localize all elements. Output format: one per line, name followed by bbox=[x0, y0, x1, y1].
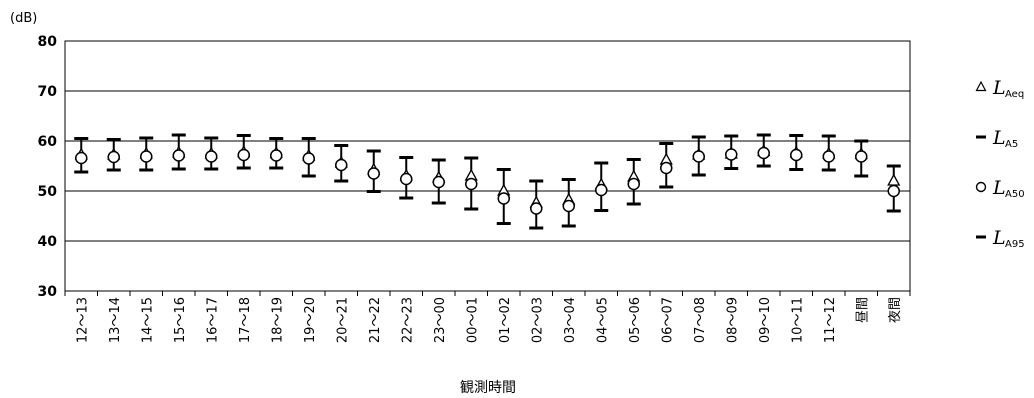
x-tick-label: 20～21 bbox=[335, 297, 350, 343]
x-tick-label: 22～23 bbox=[400, 297, 415, 343]
x-tick-label: 13～14 bbox=[108, 297, 123, 343]
la50-marker bbox=[627, 177, 640, 191]
x-tick-label: 00～01 bbox=[465, 297, 480, 343]
legend-label-subscript: Aeq bbox=[1005, 89, 1024, 100]
la50-marker bbox=[465, 177, 478, 191]
legend-label-L: L bbox=[992, 77, 1006, 99]
y-tick-label: 60 bbox=[38, 134, 58, 150]
x-tick-label: 07～08 bbox=[693, 297, 708, 343]
legend-label-subscript: A50 bbox=[1005, 189, 1025, 200]
x-tick-label: 14～15 bbox=[140, 297, 155, 343]
la50-marker bbox=[660, 161, 673, 175]
la50-marker bbox=[562, 199, 575, 213]
laeq-marker bbox=[887, 173, 901, 186]
y-tick-label: 80 bbox=[38, 34, 58, 50]
la50-marker bbox=[887, 184, 900, 198]
la50-marker bbox=[335, 158, 348, 172]
legend-label-L: L bbox=[992, 127, 1006, 149]
legend-label-subscript: A5 bbox=[1005, 139, 1018, 150]
la50-marker bbox=[725, 148, 738, 161]
la50-marker bbox=[432, 175, 445, 189]
x-tick-label: 23～00 bbox=[433, 297, 448, 343]
x-tick-label: 18～19 bbox=[270, 297, 285, 343]
x-tick-label: 19～20 bbox=[303, 297, 318, 343]
x-axis-title: 観測時間 bbox=[460, 379, 516, 396]
y-tick-label: 70 bbox=[38, 84, 58, 100]
x-tick-label: 02～03 bbox=[530, 297, 545, 343]
la50-marker bbox=[140, 150, 153, 163]
la50-marker bbox=[757, 146, 770, 160]
la50-marker bbox=[822, 150, 835, 163]
y-tick-label: 40 bbox=[38, 234, 58, 250]
la50-marker bbox=[692, 150, 705, 163]
la50-marker bbox=[270, 149, 283, 162]
la50-marker bbox=[237, 148, 250, 162]
la50-marker bbox=[595, 183, 608, 197]
x-tick-label: 夜間 bbox=[888, 297, 903, 323]
legend-circle-marker bbox=[975, 181, 987, 193]
la50-marker bbox=[530, 202, 543, 215]
x-tick-label: 21～22 bbox=[368, 297, 383, 343]
x-tick-label: 16～17 bbox=[205, 297, 220, 343]
legend-label-subscript: A95 bbox=[1005, 239, 1025, 250]
la50-marker bbox=[205, 150, 218, 163]
la50-marker bbox=[107, 150, 120, 164]
legend-triangle-marker bbox=[975, 80, 987, 92]
x-tick-label: 08～09 bbox=[725, 297, 740, 343]
la50-marker bbox=[855, 150, 868, 163]
x-tick-label: 01～02 bbox=[498, 297, 513, 343]
x-tick-label: 06～07 bbox=[660, 297, 675, 343]
legend-label-L: L bbox=[992, 227, 1006, 249]
x-tick-label: 04～05 bbox=[595, 297, 610, 343]
y-unit-label: (dB) bbox=[10, 11, 37, 26]
la50-marker bbox=[400, 172, 413, 186]
x-tick-label: 12～13 bbox=[75, 297, 90, 343]
y-tick-label: 30 bbox=[38, 284, 58, 300]
x-tick-label: 09～10 bbox=[758, 297, 773, 343]
plot-area-border bbox=[64, 40, 911, 292]
x-tick-label: 15～16 bbox=[173, 297, 188, 343]
x-tick-label: 11～12 bbox=[823, 297, 838, 343]
la50-marker bbox=[172, 149, 185, 162]
x-tick-label: 05～06 bbox=[628, 297, 643, 343]
x-tick-label: 昼間 bbox=[855, 297, 870, 323]
la50-marker bbox=[302, 152, 315, 165]
la50-marker bbox=[790, 148, 803, 162]
la50-marker bbox=[367, 167, 380, 180]
x-tick-label: 10～11 bbox=[790, 297, 805, 343]
la50-marker bbox=[497, 192, 510, 205]
y-tick-label: 50 bbox=[38, 184, 58, 200]
x-tick-label: 17～18 bbox=[238, 297, 253, 343]
la50-marker bbox=[75, 151, 88, 165]
x-tick-label: 03～04 bbox=[563, 297, 578, 343]
legend-label-L: L bbox=[992, 177, 1006, 199]
